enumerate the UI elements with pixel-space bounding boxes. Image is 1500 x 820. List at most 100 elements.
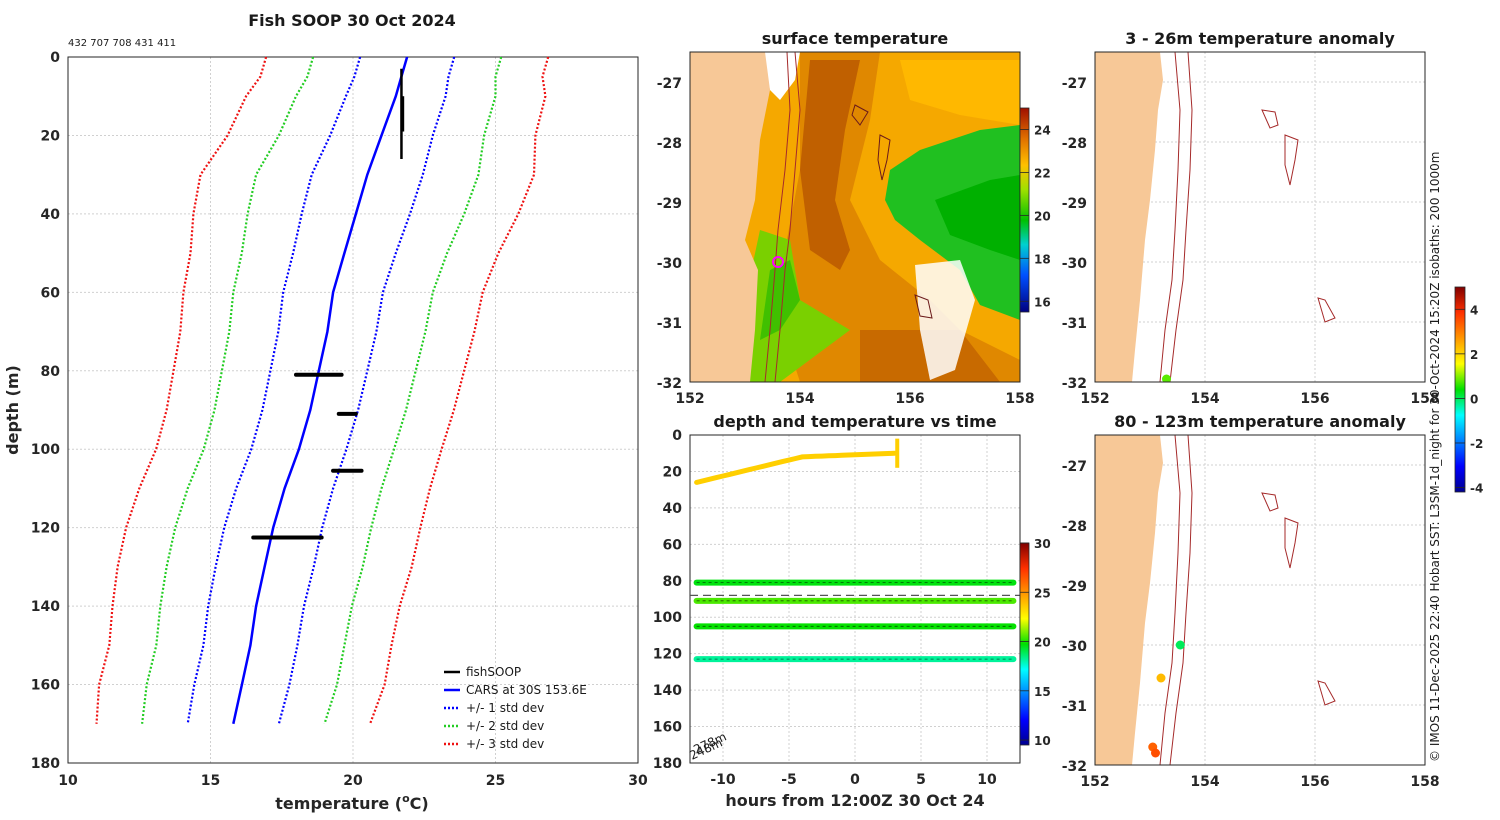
map-xtick-label: 152 bbox=[675, 391, 704, 407]
profile-legend: fishSOOP CARS at 30S 153.6E +/- 1 std dev +… bbox=[444, 665, 587, 751]
map-ytick-label: -32 bbox=[1062, 376, 1087, 392]
profile-ytick-label: 0 bbox=[50, 50, 60, 66]
sst-shelf-green bbox=[760, 260, 800, 340]
anom2-title: 80 - 123m temperature anomaly bbox=[1114, 412, 1406, 431]
time-ytick-label: 180 bbox=[653, 756, 682, 772]
sst-title: surface temperature bbox=[762, 29, 949, 48]
sst-cbar-label: 20 bbox=[1034, 209, 1051, 223]
map-ytick-label: -32 bbox=[657, 376, 682, 392]
map-ytick-label: -29 bbox=[1062, 579, 1087, 595]
profile-xtick-label: 10 bbox=[58, 773, 78, 789]
anom1-seamounts bbox=[1261, 109, 1336, 323]
map-xtick-label: 156 bbox=[1300, 391, 1329, 407]
map-ytick-label: -27 bbox=[1062, 459, 1087, 475]
map-ytick-label: -30 bbox=[1062, 639, 1088, 655]
sst-cbar-label: 18 bbox=[1034, 252, 1051, 266]
sst-colorbar bbox=[1019, 107, 1030, 313]
map-ytick-label: -27 bbox=[1062, 76, 1087, 92]
sst-cloud-south bbox=[915, 260, 975, 380]
map-ytick-label: -31 bbox=[657, 316, 682, 332]
time-ytick-label: 60 bbox=[663, 537, 683, 553]
map-xtick-label: 152 bbox=[1080, 774, 1109, 790]
sst-cloud-north bbox=[760, 52, 800, 100]
anomaly-80-123m-map: 80 - 123m temperature anomaly 152 154 156 1… bbox=[1062, 286, 1483, 790]
profile-std1-upper bbox=[277, 56, 456, 725]
map-ytick-label: -28 bbox=[657, 136, 682, 152]
legend-label: +/- 3 std dev bbox=[466, 737, 544, 751]
map-ytick-label: -27 bbox=[657, 76, 682, 92]
profile-std2-upper bbox=[323, 56, 503, 725]
anom-cbar-label: 4 bbox=[1470, 303, 1478, 317]
profile-xtick-label: 20 bbox=[343, 773, 363, 789]
anom2-land bbox=[1095, 435, 1163, 765]
time-xtick-label: 0 bbox=[850, 772, 860, 788]
time-xtick-label: 10 bbox=[977, 772, 997, 788]
time-cbar-label: 20 bbox=[1034, 636, 1051, 650]
map-ytick-label: -31 bbox=[1062, 316, 1087, 332]
time-xlabel: hours from 12:00Z 30 Oct 24 bbox=[725, 791, 984, 810]
map-ytick-label: -28 bbox=[1062, 519, 1087, 535]
legend-label: fishSOOP bbox=[466, 665, 521, 679]
profile-chart: Fish SOOP 30 Oct 2024 432 707 708 431 41… bbox=[3, 11, 648, 813]
anomaly-point bbox=[1162, 374, 1171, 382]
time-cbar-label: 15 bbox=[1034, 685, 1051, 699]
anom1-isobath-1000 bbox=[1169, 52, 1193, 382]
profile-ytick-label: 20 bbox=[41, 128, 61, 144]
surface-temperature-map: surface temperature 152 154 1 bbox=[657, 29, 1051, 407]
time-ytick-label: 80 bbox=[663, 574, 683, 590]
profile-cars-line bbox=[232, 56, 409, 725]
anom2-isobath-200 bbox=[1159, 435, 1181, 765]
sst-isobath-200 bbox=[764, 52, 791, 382]
anom1-isobath-200 bbox=[1159, 52, 1181, 382]
anom-cbar-label: 2 bbox=[1470, 348, 1478, 362]
map-ytick-label: -28 bbox=[1062, 136, 1087, 152]
time-ytick-label: 100 bbox=[653, 610, 682, 626]
profile-ytick-label: 160 bbox=[31, 678, 60, 694]
profile-xlabel: temperature (oC) bbox=[275, 792, 428, 813]
sst-cbar-label: 22 bbox=[1034, 166, 1051, 180]
sst-warm-core bbox=[800, 60, 860, 270]
profile-ytick-label: 100 bbox=[31, 442, 60, 458]
time-ytick-label: 120 bbox=[653, 647, 682, 663]
anom2-axes-box bbox=[1094, 434, 1426, 766]
anom-cbar-label: -4 bbox=[1470, 482, 1483, 496]
profile-axes-box bbox=[67, 56, 639, 764]
anom2-isobath-1000 bbox=[1169, 435, 1193, 765]
map-xtick-label: 154 bbox=[1190, 774, 1219, 790]
profile-xtick-label: 30 bbox=[628, 773, 648, 789]
sst-cbar-label: 24 bbox=[1034, 123, 1051, 137]
anom-cbar-label: -2 bbox=[1470, 437, 1483, 451]
sst-cbar-label: 16 bbox=[1034, 295, 1051, 309]
profile-ytick-label: 120 bbox=[31, 521, 60, 537]
legend-label: +/- 1 std dev bbox=[466, 701, 544, 715]
anom1-land bbox=[1095, 52, 1163, 382]
profile-subtitle: 432 707 708 431 411 bbox=[68, 38, 176, 49]
profile-std3-upper bbox=[369, 56, 550, 725]
map-ytick-label: -30 bbox=[1062, 256, 1088, 272]
map-xtick-label: 154 bbox=[785, 391, 814, 407]
profile-std3-lower bbox=[95, 56, 268, 724]
map-xtick-label: 152 bbox=[1080, 391, 1109, 407]
time-surface-track bbox=[694, 450, 898, 485]
profile-xtick-label: 25 bbox=[486, 773, 505, 789]
time-ytick-label: 40 bbox=[663, 501, 683, 517]
profile-ytick-label: 180 bbox=[31, 756, 60, 772]
time-ytick-label: 160 bbox=[653, 720, 682, 736]
sst-north-east bbox=[900, 60, 1020, 125]
profile-ylabel: depth (m) bbox=[3, 365, 22, 455]
map-ytick-label: -29 bbox=[1062, 196, 1087, 212]
depth-time-chart: depth and temperature vs time -10 -5 0 5 100… bbox=[653, 412, 1051, 810]
map-xtick-label: 158 bbox=[1410, 391, 1439, 407]
map-xtick-label: 156 bbox=[1300, 774, 1329, 790]
map-ytick-label: -31 bbox=[1062, 699, 1087, 715]
time-cbar-label: 10 bbox=[1034, 734, 1051, 748]
anomaly-3-26m-map: 3 - 26m temperature anomaly 152 154 156 158… bbox=[1062, 29, 1440, 407]
legend-label: CARS at 30S 153.6E bbox=[466, 683, 587, 697]
anom1-title: 3 - 26m temperature anomaly bbox=[1125, 29, 1395, 48]
profile-title: Fish SOOP 30 Oct 2024 bbox=[248, 11, 456, 30]
anom-cbar-label: 0 bbox=[1470, 392, 1478, 406]
time-cbar-label: 25 bbox=[1034, 586, 1051, 600]
map-ytick-label: -32 bbox=[1062, 759, 1087, 775]
